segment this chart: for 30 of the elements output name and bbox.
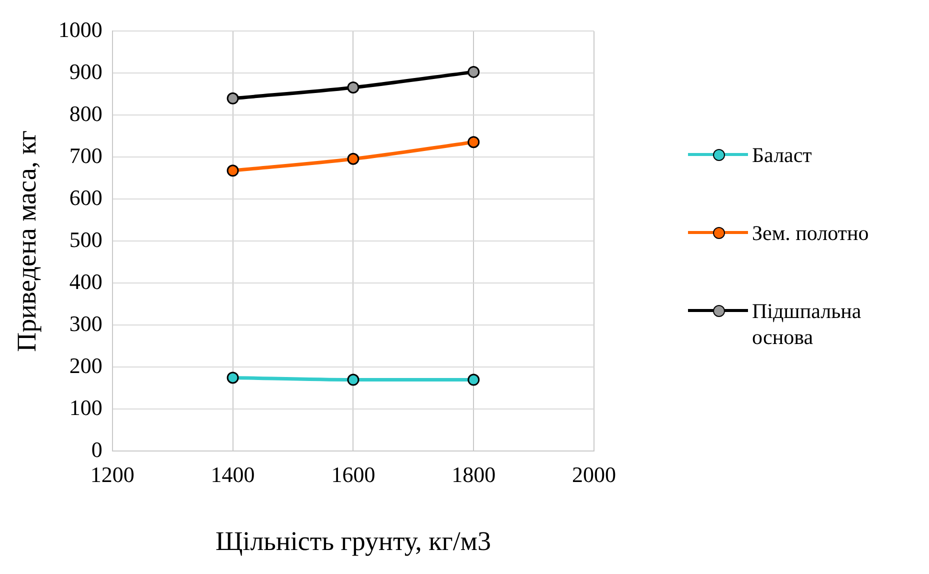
y-axis-title: Приведена маса, кг: [11, 130, 42, 352]
y-tick-label: 0: [91, 436, 102, 462]
point: [347, 152, 360, 165]
point: [468, 136, 480, 148]
legend-label: Підшпальна основа: [752, 298, 862, 350]
point: [468, 374, 480, 386]
x-tick-label: 1600: [331, 462, 376, 488]
point: [347, 81, 360, 94]
y-tick-label: 700: [69, 142, 102, 168]
point: [226, 92, 239, 104]
y-tick-label: 800: [69, 100, 102, 126]
y-tick-label: 100: [69, 394, 102, 420]
y-tick-label: 500: [69, 226, 102, 252]
x-tick-label: 1800: [452, 462, 496, 488]
x-tick-label: 1400: [210, 462, 255, 488]
y-tick-label: 600: [69, 184, 102, 210]
y-tick-label: 200: [69, 352, 102, 378]
point: [347, 374, 360, 386]
x-tick-label: 2000: [572, 462, 616, 488]
legend-label: Баласт: [752, 142, 813, 168]
y-tick-label: 900: [69, 58, 102, 84]
point: [226, 372, 239, 384]
point: [468, 66, 480, 78]
legend-label: Зем. полотно: [752, 220, 870, 246]
x-axis-title: Щільність грунту, кг/м3: [215, 526, 491, 556]
y-tick-label: 1000: [58, 16, 102, 42]
x-tick-label: 1200: [90, 462, 134, 488]
y-tick-label: 400: [69, 268, 102, 294]
y-tick-label: 300: [69, 310, 102, 336]
point: [226, 164, 239, 177]
